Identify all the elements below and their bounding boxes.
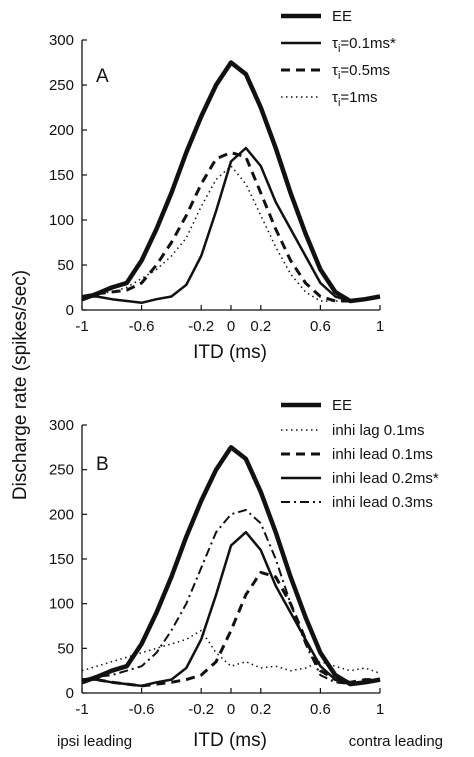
chart-b-y-tick-label: 100 — [49, 596, 74, 613]
chart-panel-b: 0 50 100 150 200 250 300 -1 -0.6 -0.2 0 0.2 0.6 1 B I… — [49, 397, 443, 751]
chart-b-x-tick-label: 0.2 — [250, 701, 271, 718]
chart-a-series-2-line — [81, 151, 381, 303]
chart-a-x-tick-label: 1 — [376, 318, 384, 335]
legend-a-tau1-symbol: τ — [332, 89, 338, 106]
legend-a-tau1-label: τi=1ms — [332, 89, 378, 109]
chart-b-y-tick-label: 150 — [49, 551, 74, 568]
chart-a-x-tick-label: 0.6 — [310, 318, 331, 335]
chart-b-legend: EE inhi lag 0.1ms inhi lead 0.1ms inhi l… — [281, 397, 439, 511]
chart-b-series-3-line — [82, 530, 381, 688]
chart-a-x-tick-label: 0 — [227, 318, 235, 335]
chart-b-plot: 0 50 100 150 200 250 300 -1 -0.6 -0.2 0 0.2 0.6 1 — [49, 417, 384, 718]
chart-b-x-tick-label: 1 — [376, 701, 384, 718]
legend-b-lead03-label: inhi lead 0.3ms — [332, 494, 433, 511]
legend-a-tau01-sub: i — [338, 43, 340, 55]
legend-a-ee-label: EE — [332, 8, 352, 25]
legend-b-ee-label: EE — [332, 397, 352, 414]
legend-a-tau1-text: =1ms — [340, 89, 377, 106]
legend-b-lead02-label: inhi lead 0.2ms* — [332, 470, 439, 487]
chart-a-y-tick-label: 0 — [66, 302, 74, 319]
chart-a-series-0-line — [81, 60, 381, 304]
chart-a-x-tick-label: -0.2 — [188, 318, 214, 335]
legend-b-lag01-label: inhi lag 0.1ms — [332, 422, 425, 439]
chart-a-y-tick-label: 250 — [49, 77, 74, 94]
chart-panel-a: 0 50 100 150 200 250 300 -1 -0.6 -0.2 0 0.2 0.6 1 A I… — [49, 8, 396, 363]
y-axis-label: Discharge rate (spikes/sec) — [10, 270, 31, 500]
legend-a-tau1-sub: i — [338, 97, 340, 109]
chart-b-x-tick-label: -0.6 — [129, 701, 155, 718]
chart-a-x-tick-label: -0.6 — [129, 318, 155, 335]
chart-a-y-tick-label: 150 — [49, 167, 74, 184]
legend-a-tau01-symbol: τ — [332, 35, 338, 52]
chart-b-series-2-line — [82, 570, 380, 688]
chart-a-x-tick-label: -1 — [75, 318, 88, 335]
legend-b-lead01-label: inhi lead 0.1ms — [332, 446, 433, 463]
chart-a-y-tick-label: 50 — [57, 257, 74, 274]
chart-a-plot: 0 50 100 150 200 250 300 -1 -0.6 -0.2 0 0.2 0.6 1 — [49, 32, 384, 335]
legend-a-tau01-label: τi=0.1ms* — [332, 35, 396, 55]
chart-a-y-tick-label: 100 — [49, 212, 74, 229]
chart-b-x-tick-label: -0.2 — [188, 701, 214, 718]
chart-a-x-tick-label: 0.2 — [250, 318, 271, 335]
chart-b-y-tick-label: 0 — [66, 685, 74, 702]
chart-b-x-tick-label: 0.6 — [310, 701, 331, 718]
legend-a-tau05-symbol: τ — [332, 62, 338, 79]
chart-b-x-tick-label: -1 — [75, 701, 88, 718]
chart-a-legend: EE τi=0.1ms* τi=0.5ms τi=1ms — [281, 8, 396, 109]
panel-a-label: A — [96, 66, 109, 87]
chart-a-y-tick-label: 300 — [49, 32, 74, 49]
panel-b-label: B — [96, 454, 109, 475]
chart-a-series-1-line — [82, 146, 381, 305]
chart-b-x-label: ITD (ms) — [193, 730, 267, 751]
legend-a-tau05-sub: i — [338, 70, 340, 82]
chart-b-y-tick-label: 250 — [49, 462, 74, 479]
legend-a-tau05-label: τi=0.5ms — [332, 62, 390, 82]
chart-b-y-tick-label: 50 — [57, 640, 74, 657]
chart-b-series-0-line — [81, 445, 381, 687]
chart-b-y-tick-label: 200 — [49, 506, 74, 523]
legend-a-tau05-text: =0.5ms — [340, 62, 390, 79]
chart-a-y-tick-label: 200 — [49, 122, 74, 139]
contra-leading-label: contra leading — [349, 733, 443, 750]
chart-b-y-tick-label: 300 — [49, 417, 74, 434]
chart-b-x-tick-label: 0 — [227, 701, 235, 718]
chart-a-x-label: ITD (ms) — [193, 342, 267, 363]
legend-a-tau01-text: =0.1ms* — [340, 35, 396, 52]
ipsi-leading-label: ipsi leading — [57, 733, 132, 750]
